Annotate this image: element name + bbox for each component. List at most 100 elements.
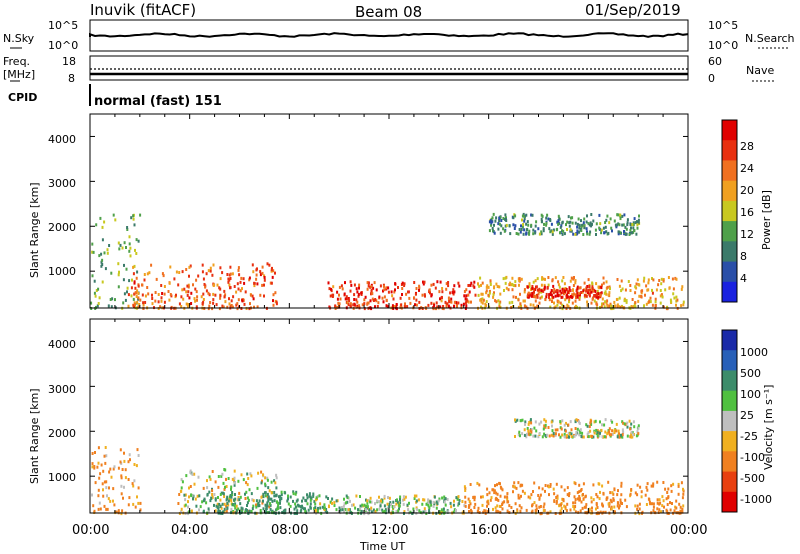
scatter-cell xyxy=(357,294,360,298)
scatter-cell xyxy=(624,288,627,292)
scatter-cell xyxy=(240,276,243,280)
scatter-cell xyxy=(246,496,249,500)
scatter-cell xyxy=(529,432,532,436)
scatter-cell xyxy=(343,509,346,513)
scatter-cell xyxy=(651,277,653,280)
scatter-cell xyxy=(349,305,352,309)
scatter-cell xyxy=(668,286,671,290)
scatter-cell xyxy=(442,307,445,311)
scatter-cell xyxy=(518,283,520,287)
scatter-cell xyxy=(279,501,281,505)
scatter-cell xyxy=(559,231,561,235)
scatter-cell xyxy=(123,241,126,245)
scatter-cell xyxy=(473,498,476,502)
scatter-cell xyxy=(651,291,654,295)
scatter-cell xyxy=(206,479,208,483)
scatter-cell xyxy=(651,303,654,307)
scatter-cell xyxy=(597,430,600,434)
scatter-cell xyxy=(209,266,212,270)
scatter-cell xyxy=(123,485,125,489)
scatter-cell xyxy=(617,429,620,433)
scatter-cell xyxy=(566,220,569,224)
scatter-cell xyxy=(472,496,475,499)
scatter-cell xyxy=(184,493,187,497)
scatter-cell xyxy=(453,499,455,503)
scatter-cell xyxy=(178,302,181,306)
scatter-cell xyxy=(464,500,467,504)
scatter-cell xyxy=(196,494,199,498)
scatter-cell xyxy=(527,295,530,299)
scatter-cell xyxy=(608,304,611,308)
scatter-cell xyxy=(265,510,268,514)
scatter-cell xyxy=(269,281,272,285)
scatter-cell xyxy=(270,480,273,484)
scatter-cell xyxy=(213,503,215,507)
scatter-cell xyxy=(556,303,559,307)
scatter-cell xyxy=(620,279,623,283)
scatter-cell xyxy=(157,293,160,296)
scatter-cell xyxy=(262,473,264,477)
power-cbar-tick-16: 16 xyxy=(740,206,754,219)
scatter-cell xyxy=(246,472,249,476)
scatter-cell xyxy=(608,427,611,431)
scatter-cell xyxy=(511,276,514,280)
scatter-cell xyxy=(518,279,521,282)
scatter-cell xyxy=(485,289,488,293)
scatter-cell xyxy=(531,509,534,513)
cpid-label: CPID xyxy=(8,91,37,104)
scatter-cell xyxy=(656,480,659,484)
scatter-cell xyxy=(487,293,490,297)
scatter-cell xyxy=(637,221,640,225)
scatter-cell xyxy=(600,286,603,290)
scatter-cell xyxy=(661,504,664,508)
scatter-cell xyxy=(110,305,113,309)
scatter-cell xyxy=(144,301,147,304)
scatter-cell xyxy=(535,220,538,224)
scatter-cell xyxy=(433,495,436,499)
scatter-cell xyxy=(120,476,123,480)
scatter-cell xyxy=(616,435,619,439)
scatter-cell xyxy=(604,221,607,224)
scatter-cell xyxy=(334,304,337,308)
scatter-cell xyxy=(179,510,182,514)
scatter-cell xyxy=(396,500,399,504)
scatter-cell xyxy=(600,228,603,232)
scatter-cell xyxy=(554,428,557,432)
scatter-cell xyxy=(563,504,566,508)
scatter-cell xyxy=(514,214,517,218)
scatter-cell xyxy=(626,221,629,225)
scatter-cell xyxy=(439,280,442,284)
xtick-5: 20:00 xyxy=(570,523,607,538)
scatter-cell xyxy=(129,246,132,250)
scatter-cell xyxy=(517,433,520,437)
scatter-cell xyxy=(499,510,502,514)
scatter-cell xyxy=(467,284,470,287)
scatter-cell xyxy=(513,481,516,485)
scatter-cell xyxy=(575,289,578,293)
scatter-cell xyxy=(383,288,386,292)
scatter-cell xyxy=(517,305,520,309)
scatter-cell xyxy=(599,490,601,494)
scatter-cell xyxy=(97,287,100,291)
scatter-cell xyxy=(399,296,402,300)
scatter-cell xyxy=(534,295,537,299)
scatter-cell xyxy=(127,460,130,464)
scatter-cell xyxy=(601,297,604,301)
scatter-cell xyxy=(628,233,631,236)
scatter-cell xyxy=(259,273,262,277)
scatter-cell xyxy=(233,483,236,487)
scatter-cell xyxy=(520,494,522,498)
scatter-cell xyxy=(262,499,264,503)
power-cbar-segment xyxy=(722,180,737,202)
scatter-cell xyxy=(616,223,618,227)
scatter-cell xyxy=(357,292,360,296)
scatter-cell xyxy=(336,290,339,294)
scatter-cell xyxy=(122,278,125,282)
scatter-cell xyxy=(564,505,567,509)
scatter-cell xyxy=(595,293,598,296)
scatter-cell xyxy=(126,226,129,229)
scatter-cell xyxy=(435,301,438,305)
scatter-cell xyxy=(347,496,350,500)
scatter-cell xyxy=(589,434,592,438)
scatter-cell xyxy=(508,224,511,228)
